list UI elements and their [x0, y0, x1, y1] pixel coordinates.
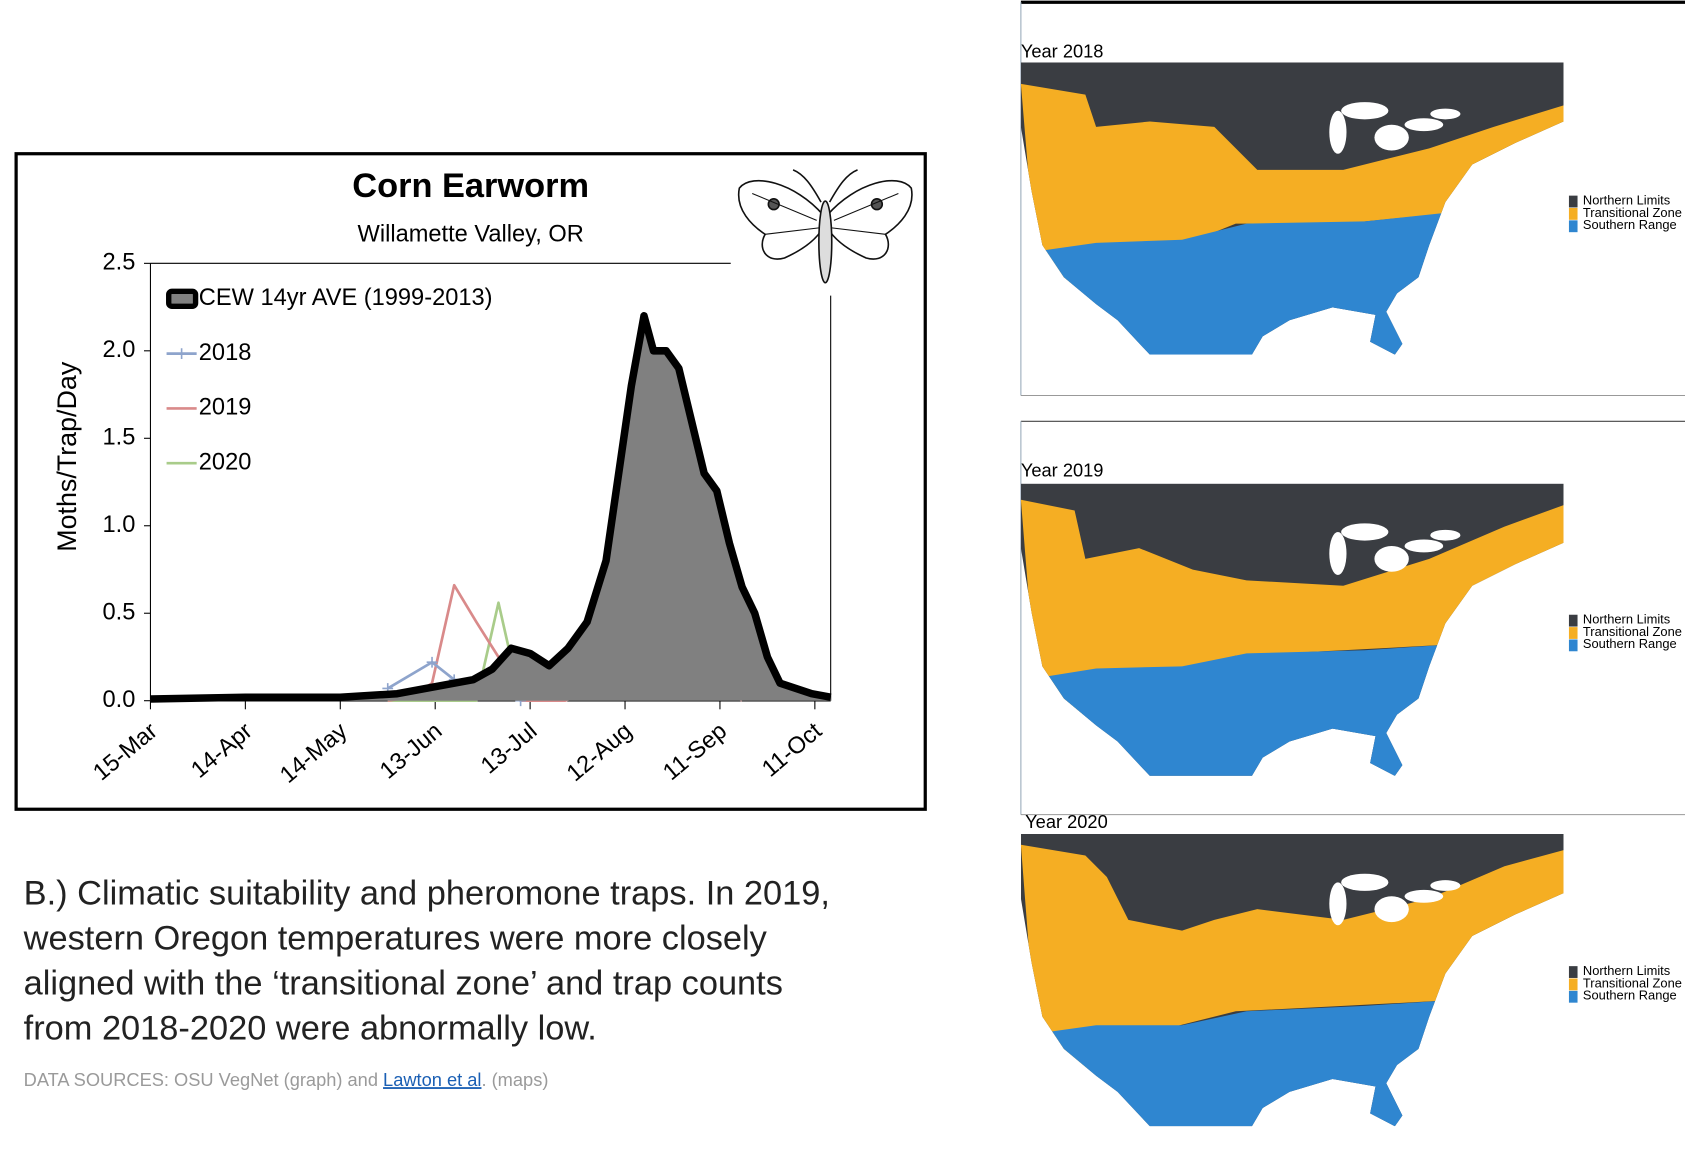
map-title: Year 2020 — [1025, 811, 1108, 832]
lake — [1404, 539, 1444, 553]
chart-subtitle: Willamette Valley, OR — [358, 222, 584, 248]
legend: CEW 14yr AVE (1999-2013) 2018 2019 2020 — [166, 285, 493, 475]
map-zone — [1020, 83, 1564, 289]
lake — [1430, 108, 1461, 120]
map-legend-swatch — [1568, 978, 1578, 991]
legend-swatch — [166, 288, 199, 310]
map-legend-swatch — [1568, 627, 1578, 639]
area — [150, 315, 831, 701]
caption-line: B.) Climatic suitability and pheromone t… — [24, 874, 830, 912]
caption-line: aligned with the ‘transitional zone’ and… — [24, 965, 783, 1003]
y-axis-label: Moths/Trap/Day — [52, 361, 82, 552]
y-tick-label: 2.5 — [103, 250, 136, 276]
map — [1020, 483, 1564, 776]
lake — [1341, 873, 1389, 891]
map-legend-label: Transitional Zone — [1583, 975, 1682, 990]
lake — [1404, 889, 1444, 903]
legend-label: CEW 14yr AVE (1999-2013) — [199, 285, 493, 311]
legend-marker — [176, 348, 187, 359]
lake — [1329, 531, 1347, 575]
map-legend-label: Southern Range — [1583, 217, 1677, 232]
lake — [1329, 110, 1347, 154]
map — [1020, 62, 1564, 355]
map-zone — [1020, 499, 1564, 715]
caption-line: western Oregon temperatures were more cl… — [23, 919, 768, 957]
map-legend-swatch — [1568, 614, 1578, 627]
map-legend-label: Southern Range — [1583, 988, 1677, 1003]
map-legend-swatch — [1568, 195, 1578, 208]
y-tick-label: 0.0 — [103, 687, 136, 713]
lake — [1341, 102, 1389, 120]
line — [150, 312, 832, 703]
map-legend-label: Northern Limits — [1583, 612, 1670, 627]
map-legend-swatch — [1568, 966, 1578, 978]
lake — [1374, 896, 1409, 923]
lake — [1329, 882, 1347, 926]
map-legend-label: Southern Range — [1583, 636, 1677, 651]
legend-label: 2019 — [199, 395, 252, 421]
map-title: Year 2018 — [1021, 41, 1104, 62]
lake — [1341, 523, 1389, 541]
moth-icon — [737, 169, 913, 284]
map-legend-swatch — [1568, 220, 1578, 233]
legend-label: 2018 — [199, 340, 252, 366]
y-tick-label: 2.0 — [103, 337, 136, 363]
marker — [426, 656, 438, 668]
lake — [1430, 880, 1461, 891]
lake — [1430, 529, 1461, 541]
chart-title: Corn Earworm — [352, 167, 589, 205]
map — [1020, 833, 1564, 1127]
map-legend-label: Northern Limits — [1583, 963, 1670, 978]
map-legend-label: Northern Limits — [1583, 192, 1670, 207]
sources-text: DATA SOURCES: OSU VegNet (graph) and — [24, 1069, 378, 1090]
lake — [1374, 124, 1409, 151]
y-tick-label: 1.0 — [103, 512, 136, 538]
lake — [1374, 545, 1409, 572]
lake — [1404, 118, 1444, 132]
map-legend-swatch — [1568, 990, 1578, 1003]
map-title: Year 2019 — [1021, 460, 1104, 481]
caption-line: from 2018-2020 were abnormally low. — [24, 1010, 597, 1048]
map-legend-label: Transitional Zone — [1583, 624, 1682, 639]
map-legend-label: Transitional Zone — [1583, 205, 1682, 220]
caption: B.) Climatic suitability and pheromone t… — [23, 874, 830, 1047]
source-link[interactable]: Lawton et al — [383, 1069, 481, 1090]
y-tick-label: 1.5 — [103, 425, 136, 451]
y-tick-label: 0.5 — [103, 599, 136, 625]
map-legend-swatch — [1568, 207, 1578, 220]
map-legend-swatch — [1568, 639, 1578, 652]
sources-text: . (maps) — [481, 1069, 548, 1090]
legend-label: 2020 — [199, 449, 252, 475]
sources: DATA SOURCES: OSU VegNet (graph) and Law… — [24, 1069, 549, 1090]
